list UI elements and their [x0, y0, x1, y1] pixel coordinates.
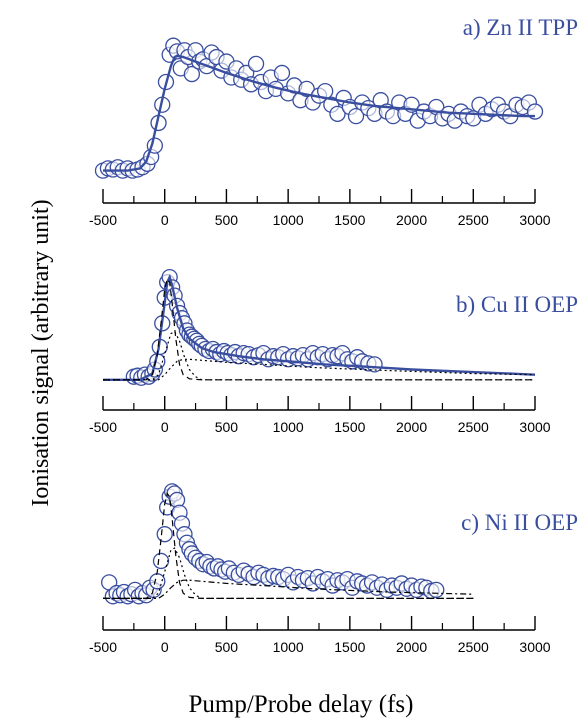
- data-point: [273, 64, 291, 82]
- x-tick-label: 2000: [396, 212, 427, 228]
- data-point: [152, 552, 170, 570]
- x-tick-label: 500: [215, 639, 239, 655]
- data-point: [347, 107, 365, 125]
- x-tick-label: 2500: [458, 639, 489, 655]
- component-curve: [103, 330, 535, 381]
- x-tick-label: 3000: [519, 639, 550, 655]
- x-tick-label: 0: [161, 419, 169, 435]
- x-tick-label: 3000: [519, 212, 550, 228]
- x-tick-label: 2000: [396, 639, 427, 655]
- x-tick-label: 2500: [458, 419, 489, 435]
- x-tick-label: 1500: [334, 419, 365, 435]
- panel-1: a) Zn II TPP -500 0 500 1000 1500 2000 2500 3000: [89, 15, 578, 228]
- x-tick-label: 1000: [273, 639, 304, 655]
- fit-curve: [103, 273, 536, 381]
- x-tick-label: 0: [161, 639, 169, 655]
- x-tick-label: 500: [215, 419, 239, 435]
- data-point: [149, 573, 166, 590]
- x-tick-label: 1000: [273, 212, 304, 228]
- component-curve: [103, 277, 535, 381]
- y-axis-label: Ionisation signal (arbitrary unit): [28, 199, 54, 506]
- x-tick-label: 3000: [519, 419, 550, 435]
- x-tick-label: 2500: [458, 212, 489, 228]
- panel-title: b) Cu II OEP: [456, 292, 578, 317]
- panel-title: c) Ni II OEP: [461, 510, 578, 535]
- fit-curve: [103, 54, 535, 172]
- data-point: [183, 65, 201, 83]
- data-point: [156, 526, 173, 543]
- panels: a) Zn II TPP -500 0 500 1000 1500 2000 2500 3000…: [89, 15, 578, 655]
- x-tick-label: -500: [89, 419, 117, 435]
- panel-3: c) Ni II OEP -500 0 500 1000 1500 2000 2500 3000: [89, 483, 578, 655]
- x-tick-label: 2000: [396, 419, 427, 435]
- x-tick-label: -500: [89, 212, 117, 228]
- component-curve: [103, 358, 536, 381]
- x-tick-label: 0: [161, 212, 169, 228]
- x-tick-label: 1500: [334, 212, 365, 228]
- data-point: [329, 105, 346, 122]
- x-axis-label: Pump/Probe delay (fs): [189, 691, 414, 718]
- x-tick-label: 1500: [334, 639, 365, 655]
- component-curve: [103, 547, 474, 599]
- x-tick-label: 1000: [273, 419, 304, 435]
- x-tick-label: -500: [89, 639, 117, 655]
- data-point: [247, 55, 265, 73]
- x-tick-label: 500: [215, 212, 239, 228]
- data-point: [298, 80, 315, 97]
- panel-2: b) Cu II OEP -500 0 500 1000 1500 2000 2500 3000: [89, 268, 578, 435]
- panel-title: a) Zn II TPP: [463, 15, 578, 40]
- data-point: [428, 581, 445, 599]
